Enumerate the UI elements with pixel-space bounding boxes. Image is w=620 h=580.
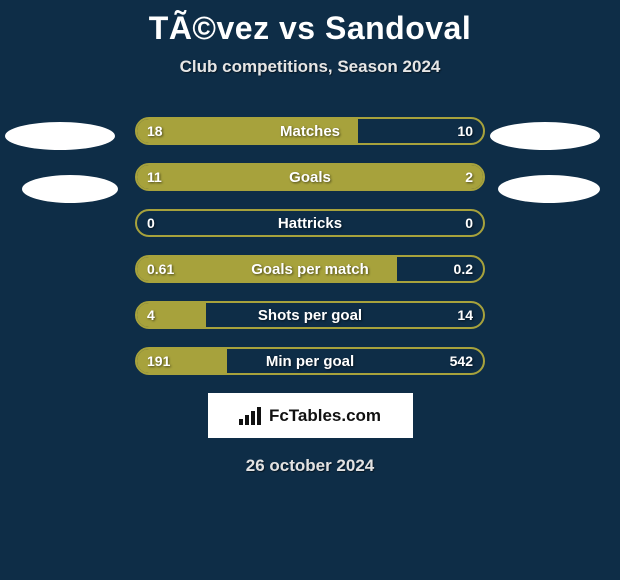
page-subtitle: Club competitions, Season 2024 <box>0 57 620 77</box>
decorative-ellipse <box>5 122 115 150</box>
stat-row: 0 0Hattricks <box>135 209 485 237</box>
stat-row: 112Goals <box>135 163 485 191</box>
brand-text: FcTables.com <box>269 406 381 426</box>
decorative-ellipse <box>490 122 600 150</box>
stat-value-right: 0 <box>465 211 473 235</box>
stat-value-left: 0 <box>147 211 155 235</box>
stat-value-right: 0.2 <box>454 257 473 281</box>
bar-chart-icon <box>239 407 263 425</box>
decorative-ellipse <box>22 175 118 203</box>
stat-value-right: 14 <box>457 303 473 327</box>
stat-value-right: 542 <box>450 349 473 373</box>
brand-badge: FcTables.com <box>208 393 413 438</box>
stat-fill-left <box>137 349 227 373</box>
page-title: TÃ©vez vs Sandoval <box>0 0 620 47</box>
stat-fill-left <box>137 165 400 189</box>
decorative-ellipse <box>498 175 600 203</box>
comparison-chart: 1810Matches 112Goals 0 0Hattricks 0.610.2Goa… <box>0 117 620 375</box>
stat-fill-left <box>137 303 206 327</box>
stat-row: 414Shots per goal <box>135 301 485 329</box>
footer-date: 26 october 2024 <box>0 456 620 476</box>
stat-row: 1810Matches <box>135 117 485 145</box>
stat-value-right: 10 <box>457 119 473 143</box>
stat-fill-right <box>400 165 483 189</box>
stat-row: 0.610.2Goals per match <box>135 255 485 283</box>
stat-label: Hattricks <box>137 211 483 235</box>
stat-fill-left <box>137 257 397 281</box>
stat-row: 191542Min per goal <box>135 347 485 375</box>
stat-fill-left <box>137 119 358 143</box>
